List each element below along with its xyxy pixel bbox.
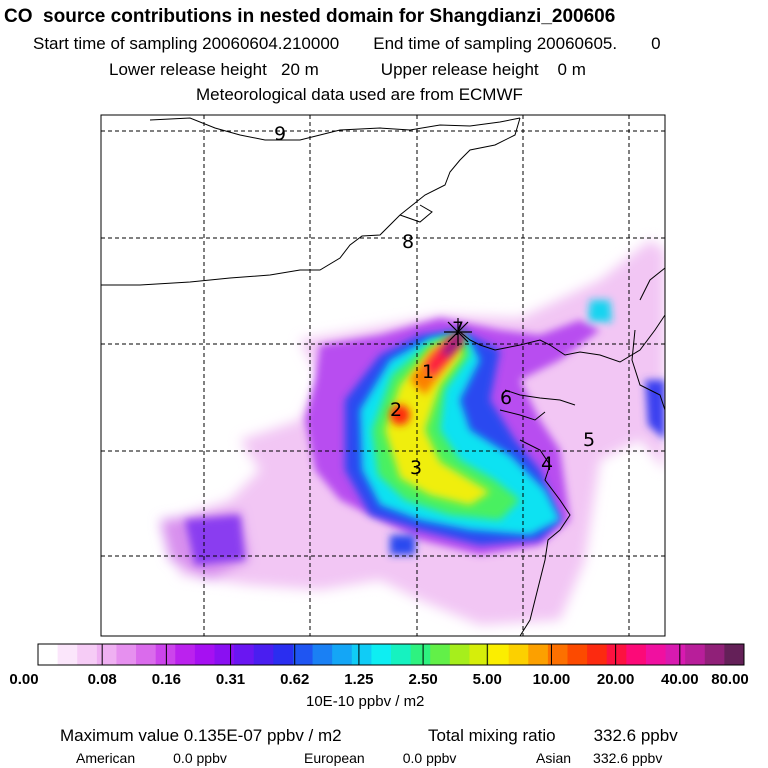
contour-label: 1 bbox=[422, 361, 434, 383]
color-bar-swatch bbox=[234, 644, 255, 665]
contour-label: 5 bbox=[583, 429, 595, 451]
european-contribution: European 0.0 ppbv bbox=[304, 750, 456, 766]
color-bar-unit: 10E-10 ppbv / m2 bbox=[306, 693, 425, 710]
american-value: 0.0 ppbv bbox=[173, 750, 227, 766]
met-source: Meteorological data used are from ECMWF bbox=[196, 85, 523, 104]
color-bar-tick-label: 5.00 bbox=[472, 671, 502, 688]
color-bar-tick-label: 2.50 bbox=[408, 671, 438, 688]
color-bar-swatch bbox=[116, 644, 137, 665]
contour-label: 2 bbox=[390, 399, 402, 421]
asian-contribution: Asian 332.6 ppbv bbox=[536, 750, 662, 766]
asian-value: 332.6 ppbv bbox=[593, 750, 663, 766]
color-bar-tick-label: 0.62 bbox=[280, 671, 310, 688]
european-label: European bbox=[304, 750, 365, 766]
color-bar-border bbox=[37, 643, 745, 666]
contour-label: 3 bbox=[410, 457, 422, 479]
color-bar-swatch bbox=[528, 644, 549, 665]
total-number: 332.6 ppbv bbox=[593, 726, 678, 745]
coastlines bbox=[101, 117, 665, 636]
color-bar-tick-label: 0.08 bbox=[87, 671, 117, 688]
color-bar bbox=[37, 643, 745, 666]
color-bar-swatch bbox=[704, 644, 725, 665]
contour-label: 4 bbox=[541, 453, 553, 475]
total-mixing-ratio: Total mixing ratio 332.6 ppbv bbox=[428, 726, 678, 746]
contour-label: 6 bbox=[500, 387, 512, 409]
contour-label: 7 bbox=[452, 318, 464, 340]
european-value: 0.0 ppbv bbox=[402, 750, 457, 766]
color-bar-tick-label: 1.25 bbox=[344, 671, 374, 688]
american-label: American bbox=[76, 750, 136, 766]
asian-label: Asian bbox=[536, 750, 572, 766]
contour-label: 9 bbox=[274, 123, 286, 145]
color-bar-swatch bbox=[57, 644, 78, 665]
color-bar-tick-label: 0.16 bbox=[151, 671, 181, 688]
color-bar-swatch bbox=[587, 644, 608, 665]
color-bar-swatch bbox=[38, 644, 59, 665]
start-value: 20060604.210000 bbox=[202, 34, 340, 53]
lower-value: 20 m bbox=[281, 60, 319, 79]
color-bar-swatch bbox=[194, 644, 215, 665]
color-bar-swatch bbox=[489, 644, 510, 665]
color-bar-swatch bbox=[253, 644, 274, 665]
upper-label: Upper release height bbox=[380, 60, 539, 79]
color-bar-swatch bbox=[214, 644, 235, 665]
color-bar-tick-label: 20.00 bbox=[596, 671, 635, 688]
color-bar-swatch bbox=[606, 644, 627, 665]
color-bar-swatch bbox=[645, 644, 667, 665]
color-bar-swatch bbox=[430, 644, 451, 665]
plume-layer bbox=[160, 240, 665, 625]
color-bar-swatch bbox=[175, 644, 196, 665]
sampling-times: Start time of sampling 20060604.210000 En… bbox=[33, 34, 661, 54]
color-bar-swatch bbox=[469, 644, 490, 665]
max-label: Maximum value bbox=[60, 726, 180, 745]
color-bar-swatch bbox=[449, 644, 470, 665]
map-frame bbox=[100, 114, 666, 637]
end-label: End time of sampling bbox=[373, 34, 532, 53]
graticule bbox=[101, 115, 665, 636]
color-bar-swatch bbox=[665, 644, 686, 665]
end-value: 20060605. bbox=[536, 34, 618, 53]
color-bar-tick-label: 0.31 bbox=[215, 671, 246, 688]
color-bar-swatch bbox=[77, 644, 98, 665]
color-bar-swatch bbox=[371, 644, 392, 665]
max-number: 0.135E-07 ppbv / m2 bbox=[183, 726, 342, 745]
max-value: Maximum value 0.135E-07 ppbv / m2 bbox=[60, 726, 342, 746]
color-bar-swatch bbox=[312, 644, 333, 665]
color-bar-swatch bbox=[136, 644, 157, 665]
contour-labels: 9 8 7 1 2 3 6 5 4 bbox=[274, 123, 595, 479]
color-bar-swatch bbox=[351, 644, 372, 665]
color-bar-tick-label: 10.00 bbox=[532, 671, 571, 688]
color-bar-swatch bbox=[391, 644, 412, 665]
start-label: Start time of sampling bbox=[33, 34, 198, 53]
release-heights: Lower release height 20 m Upper release h… bbox=[109, 60, 586, 80]
contour-label: 8 bbox=[402, 231, 414, 253]
station-marker bbox=[444, 318, 472, 346]
color-bar-swatch bbox=[685, 644, 706, 665]
total-label: Total mixing ratio bbox=[428, 726, 556, 745]
color-bar-swatch bbox=[273, 644, 294, 665]
color-bar-swatch bbox=[508, 644, 529, 665]
color-bar-swatch bbox=[724, 644, 745, 665]
lower-label: Lower release height bbox=[109, 60, 267, 79]
american-contribution: American 0.0 ppbv bbox=[76, 750, 227, 766]
color-bar-swatch bbox=[626, 644, 647, 665]
color-bar-tick-label: 0.00 bbox=[9, 671, 39, 688]
upper-value: 0 m bbox=[557, 60, 586, 79]
color-bar-swatch bbox=[547, 644, 568, 665]
color-bar-swatch bbox=[155, 644, 176, 665]
color-bar-swatch bbox=[332, 644, 353, 665]
color-bar-swatch bbox=[292, 644, 314, 665]
end-suffix: 0 bbox=[651, 34, 661, 53]
color-bar-swatch bbox=[410, 644, 431, 665]
color-bar-tick-label: 80.00 bbox=[711, 671, 749, 688]
color-bar-swatch bbox=[96, 644, 117, 665]
plot-title: CO source contributions in nested domain… bbox=[4, 6, 616, 27]
color-bar-tick-label: 40.00 bbox=[661, 671, 699, 688]
color-bar-swatch bbox=[567, 644, 588, 665]
